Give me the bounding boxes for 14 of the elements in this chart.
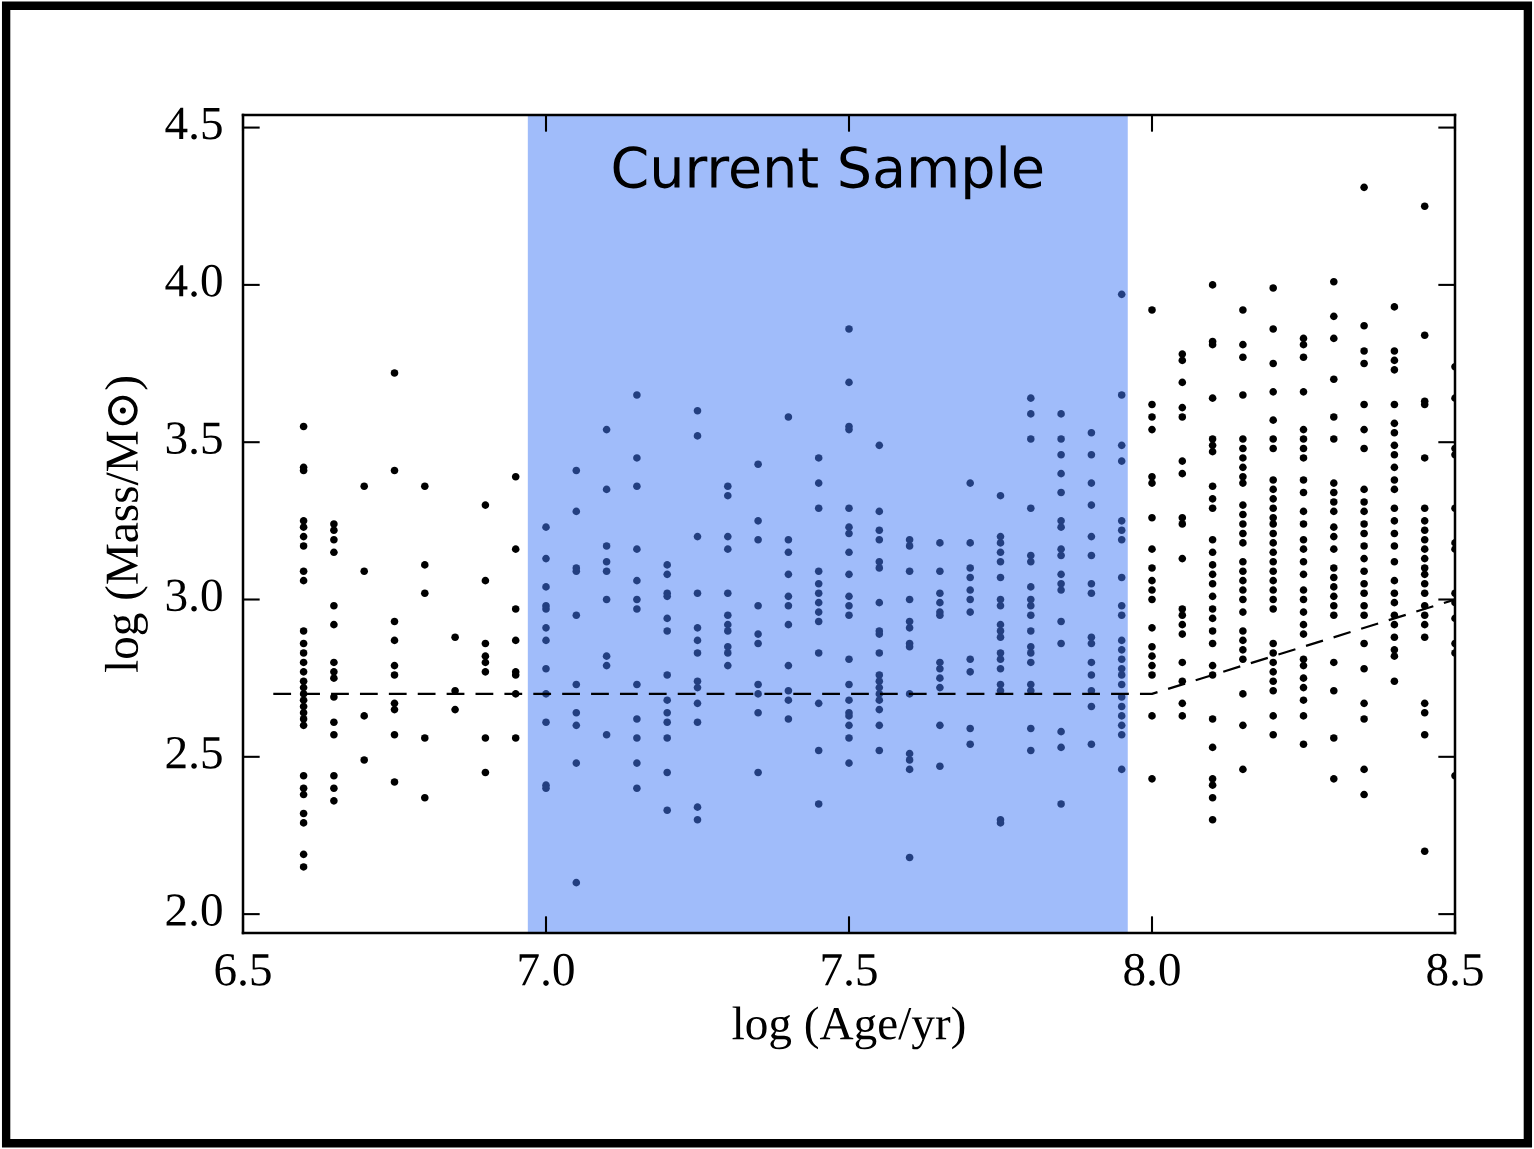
y-tick-label: 4.0 xyxy=(165,264,222,297)
x-axis-title: log (Age/yr) xyxy=(732,1006,965,1050)
y-tick-label: 4.5 xyxy=(165,107,222,140)
y-axis-title: log (Mass/M⊙) xyxy=(104,377,148,673)
y-tick-label: 2.5 xyxy=(166,736,222,769)
x-tick-label: 8.5 xyxy=(1427,953,1483,986)
y-tick-label: 3.0 xyxy=(166,579,222,612)
y-tick-label: 3.5 xyxy=(166,422,222,455)
x-tick-label: 7.0 xyxy=(519,953,574,986)
x-tick-label: 7.5 xyxy=(822,954,877,986)
band-label: Current Sample xyxy=(613,145,1043,200)
y-tick-label: 2.0 xyxy=(166,894,222,927)
x-tick-label: 8.0 xyxy=(1124,953,1180,986)
x-tick-label: 6.5 xyxy=(215,953,271,986)
